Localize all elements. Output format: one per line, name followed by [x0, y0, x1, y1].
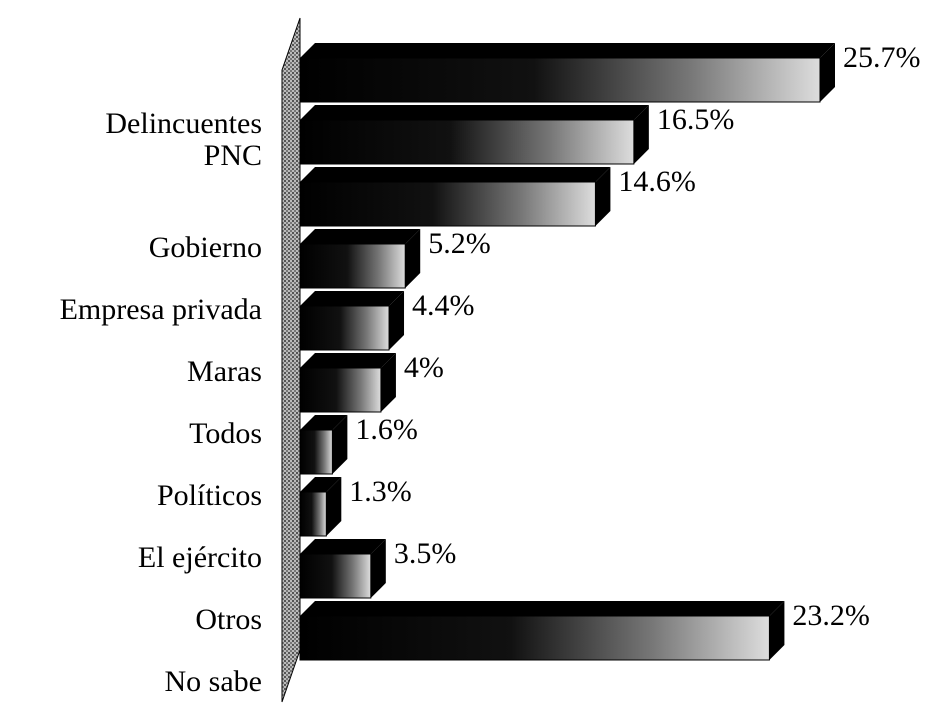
bar — [299, 615, 770, 661]
bar-top — [300, 43, 835, 58]
bar-side — [633, 105, 649, 164]
value-label: 25.7% — [843, 41, 921, 74]
bar-top — [300, 415, 348, 430]
category-label: Maras — [187, 355, 262, 388]
bar — [299, 553, 372, 599]
bar-top — [300, 601, 785, 616]
bar-top — [300, 229, 421, 244]
bar — [299, 367, 382, 413]
value-label: 4% — [404, 351, 444, 384]
category-label: Empresa privada — [60, 293, 262, 326]
bar — [299, 57, 821, 103]
category-label: PNC — [204, 139, 262, 172]
bar-side — [389, 291, 405, 350]
bar-top — [300, 477, 342, 492]
bar — [299, 243, 406, 289]
bar-side — [820, 43, 835, 102]
bar-top — [300, 167, 611, 182]
value-label: 23.2% — [792, 599, 870, 632]
category-label: No sabe — [165, 665, 262, 698]
category-label: Todos — [189, 417, 262, 450]
bar-side — [380, 353, 396, 412]
bar-top — [300, 353, 396, 368]
value-label: 3.5% — [394, 537, 457, 570]
value-label: 16.5% — [657, 103, 735, 136]
bar-side — [370, 539, 386, 598]
value-label: 5.2% — [428, 227, 491, 260]
bar — [299, 429, 333, 475]
bar-side — [595, 167, 611, 226]
bar-side — [405, 229, 421, 288]
bar — [299, 491, 327, 537]
value-label: 4.4% — [412, 289, 475, 322]
value-label: 14.6% — [618, 165, 696, 198]
value-label: 1.3% — [349, 475, 412, 508]
category-label: Gobierno — [149, 231, 262, 264]
bar-side — [332, 415, 348, 474]
bar-top — [300, 105, 649, 120]
axis-wall — [281, 17, 301, 703]
category-label: Políticos — [157, 479, 262, 512]
bar — [299, 181, 596, 227]
category-label: El ejército — [138, 541, 262, 574]
bar-side — [769, 601, 785, 660]
bar — [299, 305, 390, 351]
category-label: Delincuentes — [105, 107, 262, 140]
category-label: Otros — [195, 603, 262, 636]
bar-side — [326, 477, 342, 536]
bar — [299, 119, 635, 165]
bar-top — [300, 291, 405, 306]
value-label: 1.6% — [355, 413, 418, 446]
bar-top — [300, 539, 386, 554]
